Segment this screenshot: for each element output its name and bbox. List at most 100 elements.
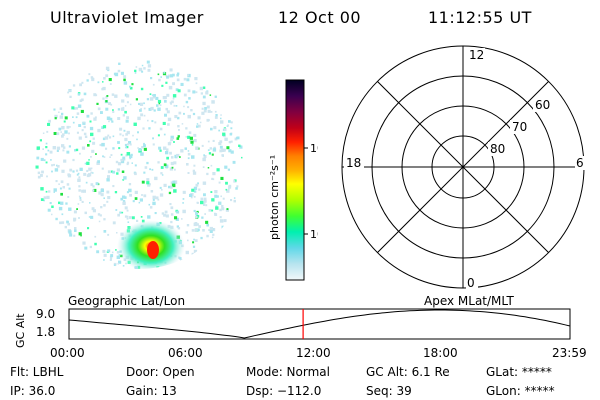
image-speckle xyxy=(37,171,41,175)
image-speckle xyxy=(123,81,128,85)
image-speckle xyxy=(176,78,180,82)
image-speckle xyxy=(219,145,223,149)
image-speckle xyxy=(202,229,205,232)
image-speckle xyxy=(115,249,117,251)
image-speckle xyxy=(221,148,225,152)
image-speckle xyxy=(219,140,223,144)
image-speckle xyxy=(92,189,95,192)
image-speckle xyxy=(232,160,236,164)
image-speckle xyxy=(125,133,128,136)
image-speckle xyxy=(116,168,120,172)
image-speckle xyxy=(82,241,86,245)
image-speckle xyxy=(160,172,163,175)
image-speckle xyxy=(69,126,71,128)
image-speckle xyxy=(74,227,77,230)
image-speckle xyxy=(62,149,65,152)
image-speckle xyxy=(164,210,168,214)
image-speckle xyxy=(76,131,79,134)
image-speckle xyxy=(39,139,42,142)
image-speckle xyxy=(68,207,72,211)
image-speckle xyxy=(72,170,75,173)
image-speckle xyxy=(101,142,105,147)
image-speckle xyxy=(219,149,223,153)
image-speckle xyxy=(198,225,201,228)
image-speckle xyxy=(116,172,119,175)
image-speckle xyxy=(196,223,199,226)
image-speckle xyxy=(211,198,215,202)
image-speckle xyxy=(93,93,97,97)
image-speckle xyxy=(154,121,157,124)
image-speckle xyxy=(131,216,135,220)
image-speckle xyxy=(97,81,100,84)
image-speckle xyxy=(122,179,125,181)
image-speckle xyxy=(124,137,128,142)
image-speckle xyxy=(188,97,191,100)
image-speckle xyxy=(169,203,172,206)
image-speckle xyxy=(123,129,126,132)
image-speckle xyxy=(56,164,58,167)
image-speckle xyxy=(116,232,118,234)
image-speckle xyxy=(89,120,92,123)
lat-label-70: 70 xyxy=(512,120,527,134)
image-speckle xyxy=(112,135,115,138)
image-speckle xyxy=(61,126,65,130)
image-speckle xyxy=(203,154,205,156)
image-speckle xyxy=(134,197,138,200)
image-speckle xyxy=(230,121,233,124)
image-speckle xyxy=(141,146,144,149)
image-speckle xyxy=(68,89,72,92)
image-speckle xyxy=(180,82,184,86)
image-speckle xyxy=(185,136,187,138)
image-speckle xyxy=(122,106,125,109)
image-speckle xyxy=(159,193,164,197)
image-speckle xyxy=(211,209,214,212)
image-speckle xyxy=(81,189,85,193)
image-speckle xyxy=(77,203,80,205)
image-speckle xyxy=(164,113,167,117)
image-speckle xyxy=(170,213,174,216)
image-speckle xyxy=(126,215,129,218)
image-speckle xyxy=(124,105,127,107)
image-speckle xyxy=(140,108,142,110)
image-speckle xyxy=(138,201,141,204)
image-speckle xyxy=(126,152,131,156)
image-speckle xyxy=(114,72,119,77)
image-speckle xyxy=(60,201,64,205)
image-speckle xyxy=(203,199,207,203)
image-speckle xyxy=(141,180,145,184)
image-speckle xyxy=(193,222,197,227)
image-speckle xyxy=(196,214,200,218)
image-speckle xyxy=(43,159,46,162)
image-speckle xyxy=(185,250,189,255)
image-speckle xyxy=(103,204,106,207)
image-speckle xyxy=(58,183,60,185)
image-speckle xyxy=(207,119,210,121)
image-speckle xyxy=(100,206,103,209)
image-speckle xyxy=(212,228,216,232)
status-dsp: Dsp: −112.0 xyxy=(246,384,322,398)
image-speckle xyxy=(105,66,110,71)
image-speckle xyxy=(95,182,99,186)
time-label: 11:12:55 UT xyxy=(428,8,532,27)
image-speckle xyxy=(121,211,124,214)
image-speckle xyxy=(90,112,93,115)
image-speckle xyxy=(167,142,171,146)
image-speckle xyxy=(51,164,54,167)
image-speckle xyxy=(206,172,209,176)
image-speckle xyxy=(112,109,114,111)
image-speckle xyxy=(230,199,233,202)
image-speckle xyxy=(219,208,222,212)
image-speckle xyxy=(64,130,68,134)
image-speckle xyxy=(174,115,178,119)
image-speckle xyxy=(72,158,75,162)
image-speckle xyxy=(129,103,132,106)
image-speckle xyxy=(221,154,224,157)
image-speckle xyxy=(159,127,163,131)
image-speckle xyxy=(192,245,196,248)
image-speckle xyxy=(202,95,206,99)
image-speckle xyxy=(176,225,179,228)
image-speckle xyxy=(176,72,180,75)
image-speckle xyxy=(59,107,63,110)
image-speckle xyxy=(163,96,167,100)
image-speckle xyxy=(110,103,113,106)
